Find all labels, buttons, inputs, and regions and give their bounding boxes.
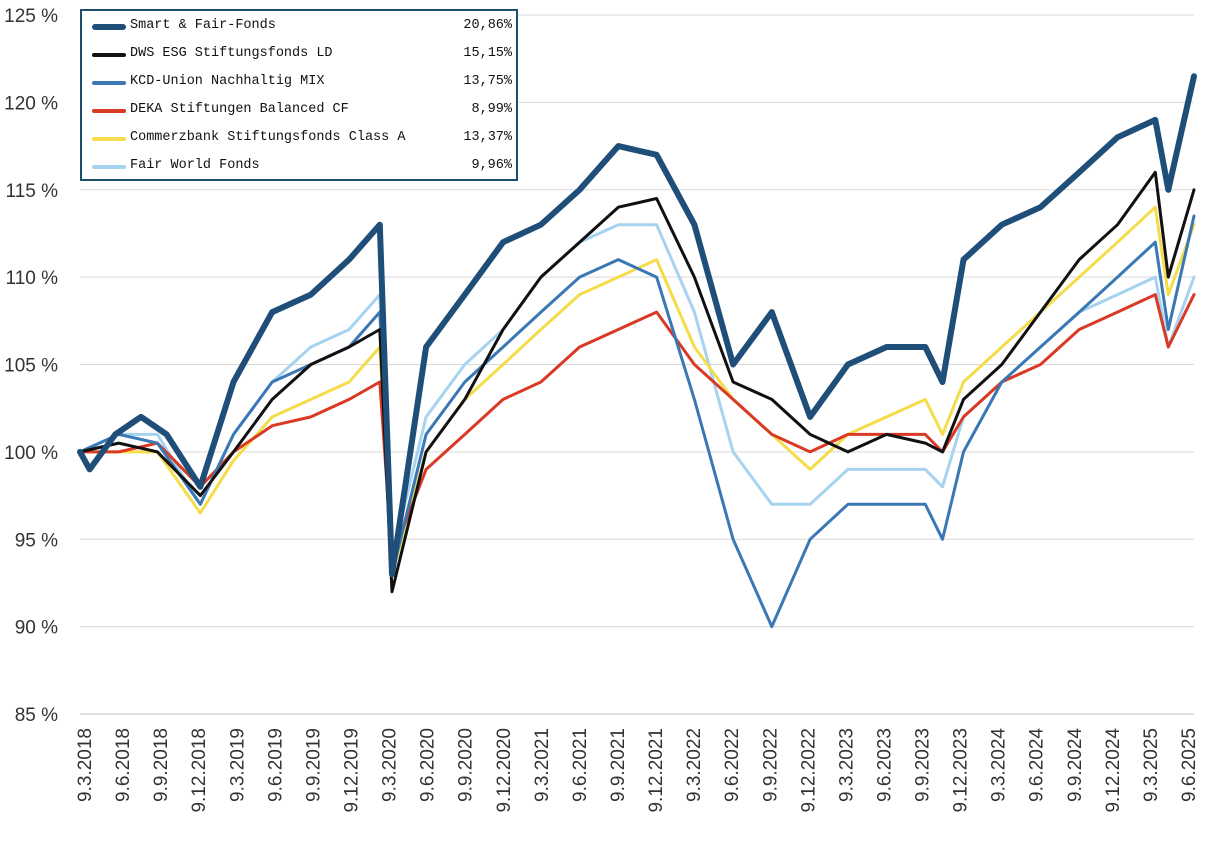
x-tick-label: 9.6.2023 — [874, 728, 895, 802]
x-tick-label: 9.3.2024 — [989, 728, 1010, 802]
series-line — [78, 170, 1196, 594]
legend-name: DEKA Stiftungen Balanced CF — [130, 102, 349, 117]
legend-swatch — [92, 53, 126, 57]
x-tick-label: 9.9.2020 — [456, 728, 477, 802]
series-line — [78, 293, 1196, 559]
legend-item: DWS ESG Stiftungsfonds LD 15,15% — [92, 45, 512, 65]
series-line — [78, 223, 1196, 559]
legend-name: Commerzbank Stiftungsfonds Class A — [130, 130, 406, 145]
x-tick-label: 9.6.2021 — [570, 728, 591, 802]
x-tick-label: 9.12.2024 — [1103, 728, 1124, 813]
x-tick-label: 9.3.2021 — [532, 728, 553, 802]
y-tick-label: 90 % — [15, 618, 58, 639]
x-tick-label: 9.9.2021 — [608, 728, 629, 802]
x-tick-label: 9.12.2019 — [341, 728, 362, 813]
x-tick-label: 9.12.2023 — [951, 728, 972, 813]
y-tick-label: 95 % — [15, 530, 58, 551]
legend-value: 13,75% — [463, 74, 512, 89]
x-tick-label: 9.6.2018 — [113, 728, 134, 802]
x-tick-label: 9.9.2019 — [303, 728, 324, 802]
x-tick-label: 9.9.2018 — [151, 728, 172, 802]
legend-name: Fair World Fonds — [130, 158, 260, 173]
legend-value: 20,86% — [463, 18, 512, 33]
x-tick-label: 9.6.2022 — [722, 728, 743, 802]
x-tick-label: 9.9.2023 — [913, 728, 934, 802]
legend-item: DEKA Stiftungen Balanced CF 8,99% — [92, 101, 512, 121]
y-tick-label: 120 % — [4, 93, 58, 114]
y-tick-label: 100 % — [4, 443, 58, 464]
legend-swatch — [92, 165, 126, 169]
x-tick-label: 9.6.2024 — [1027, 728, 1048, 802]
legend: Smart & Fair-Fonds 20,86% DWS ESG Stiftu… — [80, 9, 518, 181]
x-tick-label: 9.9.2024 — [1065, 728, 1086, 802]
x-tick-label: 9.9.2022 — [760, 728, 781, 802]
x-tick-label: 9.3.2025 — [1141, 728, 1162, 802]
legend-name: KCD-Union Nachhaltig MIX — [130, 74, 325, 89]
x-tick-label: 9.3.2023 — [836, 728, 857, 802]
legend-swatch — [92, 109, 126, 113]
y-tick-label: 110 % — [6, 268, 59, 289]
x-tick-label: 9.12.2021 — [646, 728, 667, 813]
legend-item: KCD-Union Nachhaltig MIX 13,75% — [92, 73, 512, 93]
x-tick-label: 9.12.2022 — [798, 728, 819, 813]
legend-swatch — [92, 81, 126, 85]
legend-value: 13,37% — [463, 130, 512, 145]
series-line — [77, 73, 1197, 578]
x-tick-label: 9.12.2018 — [189, 728, 210, 813]
x-tick-label: 9.6.2025 — [1179, 728, 1200, 802]
x-tick-label: 9.3.2019 — [227, 728, 248, 802]
y-tick-label: 105 % — [4, 356, 58, 377]
legend-value: 9,96% — [471, 158, 512, 173]
series-lines — [77, 73, 1197, 629]
legend-item: Fair World Fonds 9,96% — [92, 157, 512, 177]
y-tick-label: 115 % — [6, 181, 59, 202]
legend-swatch — [92, 24, 126, 30]
x-axis-ticks: 9.3.2018 9.6.2018 9.9.2018 9.12.2018 9.3.201… — [75, 728, 1200, 813]
legend-name: Smart & Fair-Fonds — [130, 18, 276, 33]
legend-value: 15,15% — [463, 46, 512, 61]
legend-item: Smart & Fair-Fonds 20,86% — [92, 17, 512, 37]
series-line — [78, 205, 1196, 576]
x-tick-label: 9.3.2022 — [684, 728, 705, 802]
y-tick-label: 85 % — [15, 705, 58, 726]
x-tick-label: 9.12.2020 — [494, 728, 515, 813]
y-axis-ticks: 85 % 90 % 95 % 100 % 105 % 110 % 115 % 120 % 125… — [4, 6, 58, 726]
series-line — [78, 214, 1196, 629]
legend-name: DWS ESG Stiftungsfonds LD — [130, 46, 333, 61]
legend-value: 8,99% — [471, 102, 512, 117]
legend-item: Commerzbank Stiftungsfonds Class A 13,37… — [92, 129, 512, 149]
legend-swatch — [92, 137, 126, 141]
x-tick-label: 9.3.2020 — [380, 728, 401, 802]
x-tick-label: 9.6.2019 — [265, 728, 286, 802]
grid-lines — [80, 14, 1194, 715]
x-tick-label: 9.3.2018 — [75, 728, 96, 802]
x-tick-label: 9.6.2020 — [418, 728, 439, 802]
y-tick-label: 125 % — [4, 6, 58, 27]
